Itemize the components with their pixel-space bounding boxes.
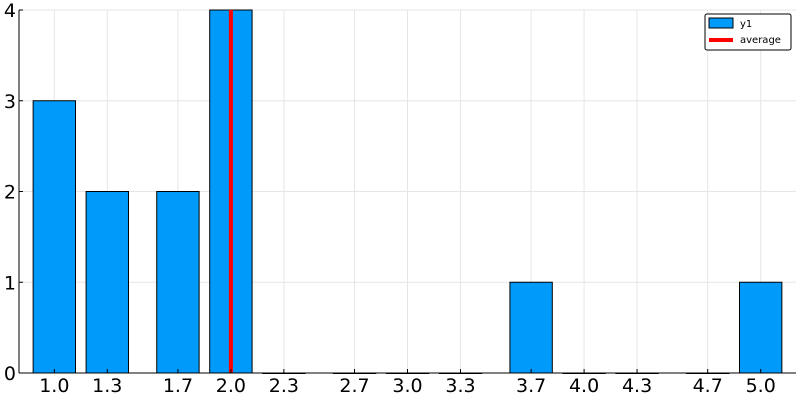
x-tick-label: 4.0 bbox=[569, 375, 599, 397]
legend-swatch-y1 bbox=[708, 17, 734, 29]
y-tick-labels: 0 1 2 3 4 bbox=[4, 0, 16, 385]
x-tick-label: 2.0 bbox=[216, 375, 246, 397]
x-tick-label: 3.0 bbox=[392, 375, 422, 397]
y-tick-label: 4 bbox=[4, 0, 16, 22]
x-tick-label: 5.0 bbox=[746, 375, 776, 397]
y-tick-label: 0 bbox=[4, 363, 16, 385]
bar-1.7 bbox=[156, 191, 200, 374]
y-tick-label: 3 bbox=[4, 91, 16, 113]
legend-label-average: average bbox=[740, 35, 781, 46]
y-tick-label: 1 bbox=[4, 272, 16, 294]
x-tick-label: 3.7 bbox=[516, 375, 546, 397]
x-tick-label: 4.3 bbox=[622, 375, 652, 397]
x-tick-label: 4.7 bbox=[693, 375, 723, 397]
x-tick-label: 3.3 bbox=[445, 375, 475, 397]
y-tick-label: 2 bbox=[4, 182, 16, 204]
x-tick-label: 1.7 bbox=[163, 375, 193, 397]
bar-1.0 bbox=[32, 100, 77, 374]
x-tick-label: 2.7 bbox=[339, 375, 369, 397]
x-tick-labels: 1.0 1.3 1.7 2.0 2.3 2.7 3.0 3.3 3.7 4.0 4.3 4.7 5.0 bbox=[39, 375, 776, 397]
legend-label-y1: y1 bbox=[740, 19, 752, 30]
x-tick-label: 1.3 bbox=[92, 375, 122, 397]
x-tick-label: 1.0 bbox=[39, 375, 69, 397]
legend: y1 average bbox=[704, 13, 792, 51]
bar-3.7 bbox=[509, 281, 553, 374]
bar-1.3 bbox=[85, 191, 129, 374]
grid-lines bbox=[19, 9, 796, 374]
x-tick-label: 2.3 bbox=[269, 375, 299, 397]
axes bbox=[18, 9, 796, 374]
bar-5.0 bbox=[738, 281, 783, 374]
